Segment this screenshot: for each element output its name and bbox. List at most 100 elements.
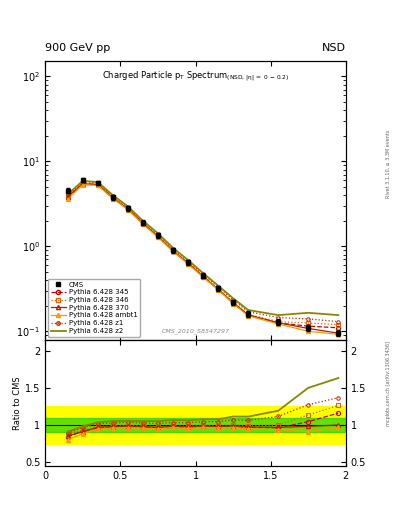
Pythia 6.428 370 [171,248,175,254]
Pythia 6.428 z2 [171,245,175,251]
Pythia 6.428 345 [171,248,175,254]
Y-axis label: Ratio to CMS: Ratio to CMS [13,376,22,430]
Pythia 6.428 ambt1 [110,196,115,202]
Pythia 6.428 ambt1 [276,321,281,327]
Pythia 6.428 345 [185,260,190,266]
Pythia 6.428 370 [141,220,145,226]
Pythia 6.428 z1 [185,258,190,264]
Pythia 6.428 345 [201,273,206,280]
Pythia 6.428 z2 [110,192,115,198]
Pythia 6.428 z1 [201,271,206,278]
Line: Pythia 6.428 z2: Pythia 6.428 z2 [68,181,338,315]
Pythia 6.428 345 [156,233,160,240]
Pythia 6.428 346 [81,180,85,186]
Pythia 6.428 z1 [65,192,70,198]
Pythia 6.428 ambt1 [141,221,145,227]
Pythia 6.428 z2 [141,218,145,224]
Line: Pythia 6.428 z1: Pythia 6.428 z1 [66,180,340,324]
Pythia 6.428 z2 [81,178,85,184]
Pythia 6.428 z2 [306,310,310,316]
Pythia 6.428 346 [246,311,250,317]
Line: Pythia 6.428 345: Pythia 6.428 345 [66,181,340,330]
Pythia 6.428 ambt1 [306,328,310,334]
Pythia 6.428 z2 [201,270,206,276]
Pythia 6.428 z1 [216,284,220,290]
Pythia 6.428 346 [231,299,235,305]
Pythia 6.428 z1 [336,318,341,325]
Pythia 6.428 z2 [216,283,220,289]
Text: NSD: NSD [322,43,346,53]
Pythia 6.428 ambt1 [216,287,220,293]
Pythia 6.428 370 [185,260,190,266]
Text: CMS_2010_S8547297: CMS_2010_S8547297 [162,328,230,334]
Pythia 6.428 370 [216,286,220,292]
Pythia 6.428 345 [231,300,235,306]
Pythia 6.428 370 [276,319,281,326]
Pythia 6.428 ambt1 [246,313,250,319]
Pythia 6.428 z1 [306,316,310,322]
Pythia 6.428 ambt1 [231,301,235,307]
Pythia 6.428 370 [125,206,130,212]
Pythia 6.428 z2 [185,257,190,263]
Line: Pythia 6.428 ambt1: Pythia 6.428 ambt1 [66,183,340,336]
Pythia 6.428 z1 [246,309,250,315]
Pythia 6.428 z2 [336,312,341,318]
Pythia 6.428 ambt1 [125,207,130,213]
Pythia 6.428 345 [276,320,281,326]
Text: 900 GeV pp: 900 GeV pp [45,43,110,53]
Pythia 6.428 z2 [65,191,70,197]
Pythia 6.428 370 [81,181,85,187]
Pythia 6.428 346 [95,181,100,187]
Pythia 6.428 345 [246,312,250,318]
Pythia 6.428 z2 [125,203,130,209]
Pythia 6.428 345 [95,182,100,188]
Pythia 6.428 z1 [141,219,145,225]
Pythia 6.428 346 [306,320,310,326]
Line: Pythia 6.428 346: Pythia 6.428 346 [66,181,340,327]
Pythia 6.428 346 [141,220,145,226]
Pythia 6.428 346 [185,260,190,266]
Pythia 6.428 345 [336,325,341,331]
Pythia 6.428 z2 [276,312,281,318]
Pythia 6.428 345 [306,323,310,329]
Pythia 6.428 z1 [95,180,100,186]
Pythia 6.428 370 [156,233,160,240]
Pythia 6.428 346 [156,233,160,239]
Pythia 6.428 370 [231,300,235,306]
Pythia 6.428 z1 [81,178,85,184]
Pythia 6.428 ambt1 [81,182,85,188]
Pythia 6.428 370 [246,312,250,318]
Pythia 6.428 370 [110,195,115,201]
Text: Charged Particle $\mathregular{p_T}$ Spectrum$\mathregular{_{(NSD,\,|\eta|\,=\,\: Charged Particle $\mathregular{p_T}$ Spe… [102,70,289,84]
Pythia 6.428 345 [216,287,220,293]
Pythia 6.428 ambt1 [95,182,100,188]
Pythia 6.428 z1 [156,231,160,238]
Pythia 6.428 z2 [95,179,100,185]
Line: Pythia 6.428 370: Pythia 6.428 370 [66,182,340,335]
Pythia 6.428 z1 [110,193,115,199]
Pythia 6.428 ambt1 [185,261,190,267]
Pythia 6.428 345 [81,180,85,186]
Pythia 6.428 346 [125,205,130,211]
Pythia 6.428 346 [110,195,115,201]
Text: Rivet 3.1.10, ≥ 3.3M events: Rivet 3.1.10, ≥ 3.3M events [386,130,391,198]
Pythia 6.428 346 [216,286,220,292]
Pythia 6.428 346 [276,318,281,325]
Pythia 6.428 ambt1 [201,274,206,280]
Pythia 6.428 z2 [231,295,235,301]
Legend: CMS, Pythia 6.428 345, Pythia 6.428 346, Pythia 6.428 370, Pythia 6.428 ambt1, P: CMS, Pythia 6.428 345, Pythia 6.428 346,… [48,279,140,337]
Pythia 6.428 345 [125,206,130,212]
Pythia 6.428 z1 [171,246,175,252]
Pythia 6.428 346 [201,273,206,279]
Pythia 6.428 370 [336,330,341,336]
Pythia 6.428 ambt1 [156,234,160,240]
Pythia 6.428 345 [110,195,115,201]
Pythia 6.428 ambt1 [336,331,341,337]
Pythia 6.428 346 [171,248,175,254]
Pythia 6.428 346 [336,322,341,328]
Pythia 6.428 345 [141,221,145,227]
Pythia 6.428 ambt1 [65,196,70,202]
Pythia 6.428 370 [65,194,70,200]
Pythia 6.428 z2 [246,307,250,313]
Pythia 6.428 370 [201,273,206,279]
